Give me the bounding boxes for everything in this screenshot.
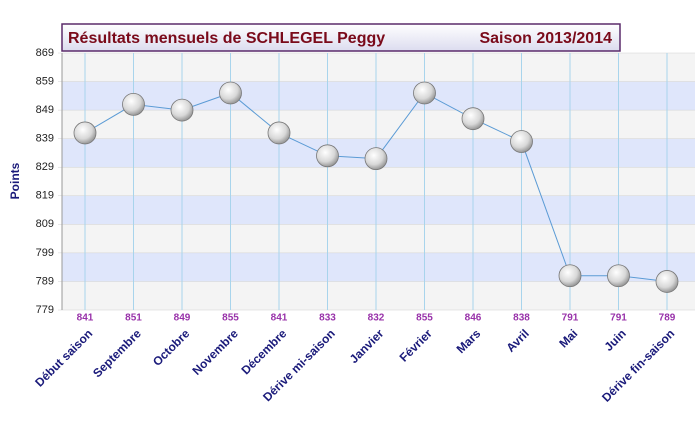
x-tick-label: Mai bbox=[556, 326, 580, 350]
point bbox=[558, 264, 582, 288]
y-axis-label: Points bbox=[8, 162, 22, 199]
x-tick-label: Novembre bbox=[189, 326, 241, 378]
y-tick-label: 789 bbox=[36, 275, 54, 287]
grid-band bbox=[62, 195, 695, 225]
grid-band bbox=[62, 81, 695, 111]
x-tick-label: Avril bbox=[503, 326, 531, 354]
x-tick-label: Février bbox=[397, 326, 435, 364]
value-label: 791 bbox=[562, 313, 579, 324]
point bbox=[316, 144, 339, 168]
grid-band bbox=[62, 224, 695, 253]
grid-band bbox=[62, 167, 695, 196]
value-label: 789 bbox=[659, 313, 676, 324]
value-label: 841 bbox=[271, 313, 288, 324]
y-tick-label: 849 bbox=[36, 104, 54, 116]
point bbox=[219, 81, 242, 105]
value-label: 791 bbox=[610, 313, 627, 324]
value-label: 855 bbox=[416, 313, 433, 324]
point bbox=[170, 98, 194, 122]
point bbox=[364, 147, 388, 171]
title-box bbox=[61, 23, 621, 52]
point bbox=[510, 130, 533, 153]
y-tick-label: 819 bbox=[36, 190, 54, 202]
point bbox=[122, 93, 145, 116]
value-label: 855 bbox=[222, 313, 239, 324]
y-tick-label: 859 bbox=[36, 75, 54, 87]
y-tick-label: 809 bbox=[36, 218, 54, 230]
x-tick-label: Juin bbox=[602, 326, 629, 353]
grid-band bbox=[62, 53, 695, 82]
x-tick-label: Septembre bbox=[90, 326, 144, 380]
grid-band bbox=[62, 110, 695, 139]
point bbox=[461, 107, 485, 131]
x-tick-label: Octobre bbox=[150, 326, 193, 369]
point bbox=[267, 121, 291, 145]
point bbox=[655, 270, 679, 293]
point bbox=[607, 264, 630, 288]
x-tick-label: Décembre bbox=[238, 326, 289, 377]
y-tick-label: 839 bbox=[36, 133, 54, 145]
y-tick-label: 829 bbox=[36, 161, 54, 173]
chart-subtitle: Saison 2013/2014 bbox=[479, 30, 612, 47]
chart-title: Résultats mensuels de SCHLEGEL Peggy bbox=[68, 30, 385, 47]
value-label: 846 bbox=[465, 313, 482, 324]
value-label: 851 bbox=[125, 313, 142, 324]
grid-band bbox=[62, 252, 695, 282]
value-label: 841 bbox=[77, 313, 94, 324]
value-label: 832 bbox=[368, 313, 385, 324]
x-tick-label: Début saison bbox=[32, 326, 95, 389]
point bbox=[413, 81, 436, 105]
y-tick-label: 799 bbox=[36, 247, 54, 259]
grid-band bbox=[62, 281, 695, 310]
point bbox=[73, 121, 97, 145]
x-tick-label: Mars bbox=[454, 326, 484, 356]
value-label: 833 bbox=[319, 313, 336, 324]
y-tick-label: 779 bbox=[36, 304, 54, 316]
value-label: 849 bbox=[174, 313, 191, 324]
y-tick-label: 869 bbox=[36, 47, 54, 59]
value-label: 838 bbox=[513, 313, 530, 324]
x-tick-label: Janvier bbox=[347, 326, 387, 366]
